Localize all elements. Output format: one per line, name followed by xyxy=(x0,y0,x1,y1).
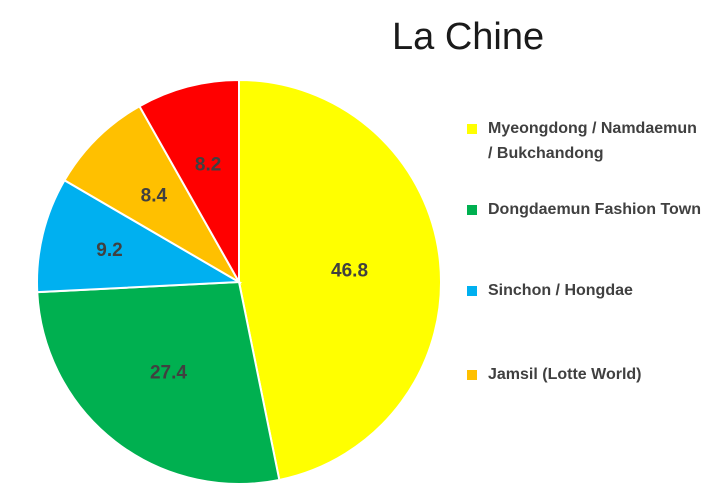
legend-swatch xyxy=(467,286,477,296)
legend-swatch xyxy=(467,124,477,134)
chart-title: La Chine xyxy=(392,16,545,58)
legend-swatch xyxy=(467,205,477,215)
legend-label: Myeongdong / Namdaemun / Bukchandong xyxy=(488,120,697,162)
pie-slice-4 xyxy=(63,104,242,285)
data-label-5: 8.2 xyxy=(195,154,221,175)
data-label-4: 8.4 xyxy=(141,185,168,206)
data-label-2: 27.4 xyxy=(150,362,187,383)
pie-slice-5 xyxy=(138,78,240,286)
pie-slice-1 xyxy=(238,78,442,482)
legend-swatch xyxy=(467,370,477,380)
pie-slice-3 xyxy=(36,178,243,294)
legend-label: Jamsil (Lotte World) xyxy=(488,366,642,383)
pie-slice-2 xyxy=(36,280,281,485)
legend-label: Sinchon / Hongdae xyxy=(488,282,633,299)
legend-label: Dongdaemun Fashion Town xyxy=(488,201,702,218)
data-label-3: 9.2 xyxy=(96,240,122,261)
data-label-1: 46.8 xyxy=(331,260,368,281)
